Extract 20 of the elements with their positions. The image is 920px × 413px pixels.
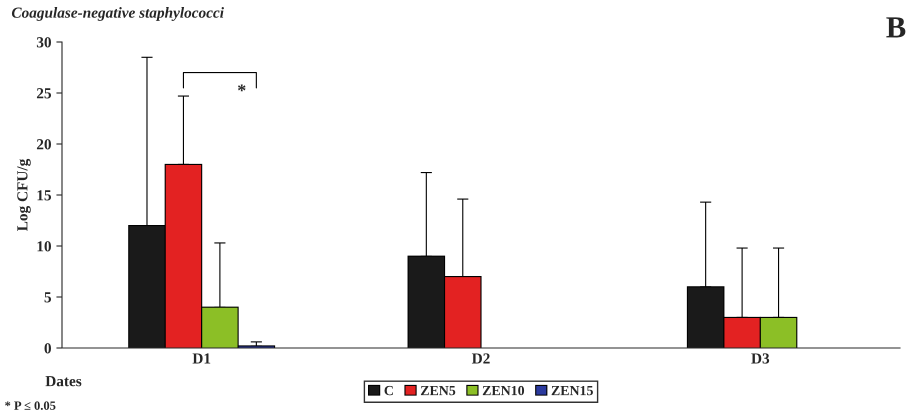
y-tick-label: 20 xyxy=(36,139,51,150)
legend-label: C xyxy=(384,386,393,396)
legend-label: ZEN10 xyxy=(482,386,524,396)
y-tick-label: 15 xyxy=(38,190,52,200)
y-tick-label: 25 xyxy=(36,88,52,98)
x-axis-title: Dates xyxy=(46,376,82,386)
x-tick-label: D3 xyxy=(751,353,770,364)
x-tick-label: D1 xyxy=(192,353,210,364)
legend-label: ZEN15 xyxy=(552,386,593,396)
annotation: * xyxy=(238,84,246,92)
chart-title: Coagulase-negative staphylococci xyxy=(12,7,224,21)
y-axis-title: Log CFU/g xyxy=(17,158,31,232)
x-tick-label: D2 xyxy=(472,353,490,364)
text: * P ≤ 0.05 xyxy=(5,401,56,410)
y-tick-label: 5 xyxy=(44,292,52,302)
y-tick-label: 10 xyxy=(38,241,51,252)
text: B xyxy=(886,17,906,38)
y-tick-label: 0 xyxy=(44,343,51,354)
y-tick-label: 30 xyxy=(36,37,51,48)
legend-label: ZEN5 xyxy=(420,386,456,396)
